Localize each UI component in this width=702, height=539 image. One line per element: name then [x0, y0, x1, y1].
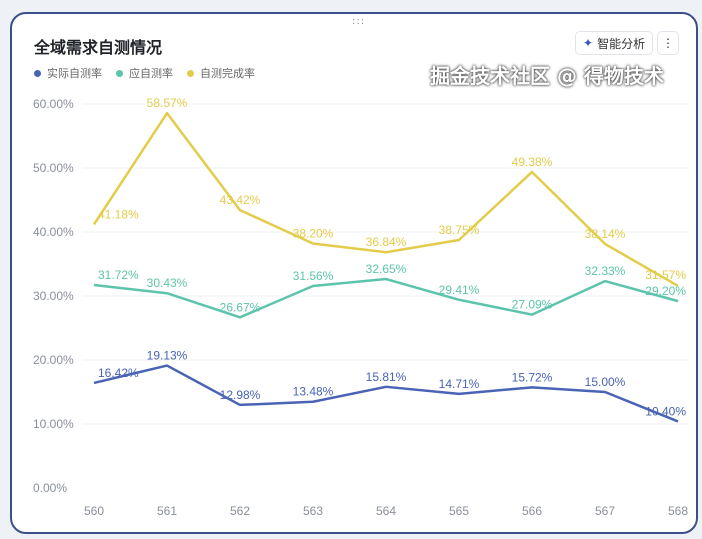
data-label: 15.72%	[512, 370, 553, 384]
watermark: 掘金技术社区 @ 得物技术	[430, 64, 664, 88]
data-label: 43.42%	[220, 193, 261, 207]
y-tick-label: 10.00%	[33, 417, 74, 431]
data-label: 14.71%	[439, 377, 480, 391]
data-label: 29.20%	[645, 284, 686, 298]
y-tick-label: 20.00%	[33, 353, 74, 367]
data-label: 30.43%	[147, 276, 188, 290]
data-label: 49.38%	[512, 155, 553, 169]
series-line	[92, 111, 679, 288]
x-tick-label: 562	[230, 504, 250, 518]
data-label: 27.09%	[512, 298, 553, 312]
data-label: 38.75%	[439, 223, 480, 237]
legend-label: 实际自测率	[47, 67, 102, 80]
y-tick-label: 40.00%	[33, 225, 74, 239]
smart-analysis-button[interactable]: ✦ 智能分析	[575, 31, 654, 55]
legend-label: 自测完成率	[200, 67, 255, 80]
y-tick-label: 50.00%	[33, 161, 74, 175]
x-tick-label: 560	[84, 504, 104, 518]
x-tick-label: 568	[668, 504, 688, 518]
legend-dot	[187, 69, 194, 77]
y-tick-label: 0.00%	[33, 481, 67, 495]
y-tick-label: 30.00%	[33, 289, 74, 303]
data-label: 32.33%	[585, 264, 626, 278]
x-tick-label: 567	[595, 504, 615, 518]
data-label: 31.72%	[98, 268, 139, 282]
data-label: 15.81%	[366, 370, 407, 384]
legend-item[interactable]: 自测完成率	[187, 65, 255, 81]
data-label: 29.41%	[439, 283, 480, 297]
drag-handle[interactable]: :::	[352, 16, 366, 27]
data-label: 13.48%	[293, 385, 334, 399]
data-label: 31.57%	[645, 268, 686, 282]
legend-label: 应自测率	[129, 67, 173, 80]
series-line	[93, 277, 679, 319]
x-tick-label: 566	[522, 504, 542, 518]
data-label: 12.98%	[220, 388, 261, 402]
data-label: 19.13%	[147, 349, 188, 363]
data-label: 31.56%	[293, 269, 334, 283]
series-line	[93, 364, 679, 423]
sparkle-icon: ✦	[583, 36, 594, 50]
chart-title: 全域需求自测情况	[34, 38, 163, 57]
legend: 实际自测率 应自测率 自测完成率	[34, 65, 255, 81]
data-label: 38.14%	[585, 227, 626, 241]
x-tick-label: 563	[303, 504, 323, 518]
chart-card: ::: 全域需求自测情况 ✦ 智能分析 ⋮ 实际自测率 应自测率 自测完成率	[10, 12, 698, 534]
legend-item[interactable]: 实际自测率	[34, 65, 102, 81]
x-tick-label: 565	[449, 504, 469, 518]
x-tick-label: 564	[376, 504, 396, 518]
x-tick-label: 561	[157, 504, 177, 518]
data-label: 26.67%	[220, 300, 261, 314]
more-vertical-icon: ⋮	[662, 36, 674, 50]
legend-dot	[116, 69, 123, 77]
data-label: 16.42%	[98, 366, 139, 380]
y-tick-label: 60.00%	[33, 97, 74, 111]
data-label: 15.00%	[585, 375, 626, 389]
legend-item[interactable]: 应自测率	[116, 65, 173, 81]
legend-dot	[34, 69, 41, 77]
data-label: 58.57%	[147, 96, 188, 110]
data-label: 41.18%	[98, 207, 139, 221]
data-label: 36.84%	[366, 235, 407, 249]
data-label: 10.40%	[645, 404, 686, 418]
data-label: 38.20%	[293, 227, 334, 241]
smart-analysis-label: 智能分析	[597, 36, 646, 51]
more-button[interactable]: ⋮	[657, 31, 679, 55]
data-label: 32.65%	[366, 262, 407, 276]
